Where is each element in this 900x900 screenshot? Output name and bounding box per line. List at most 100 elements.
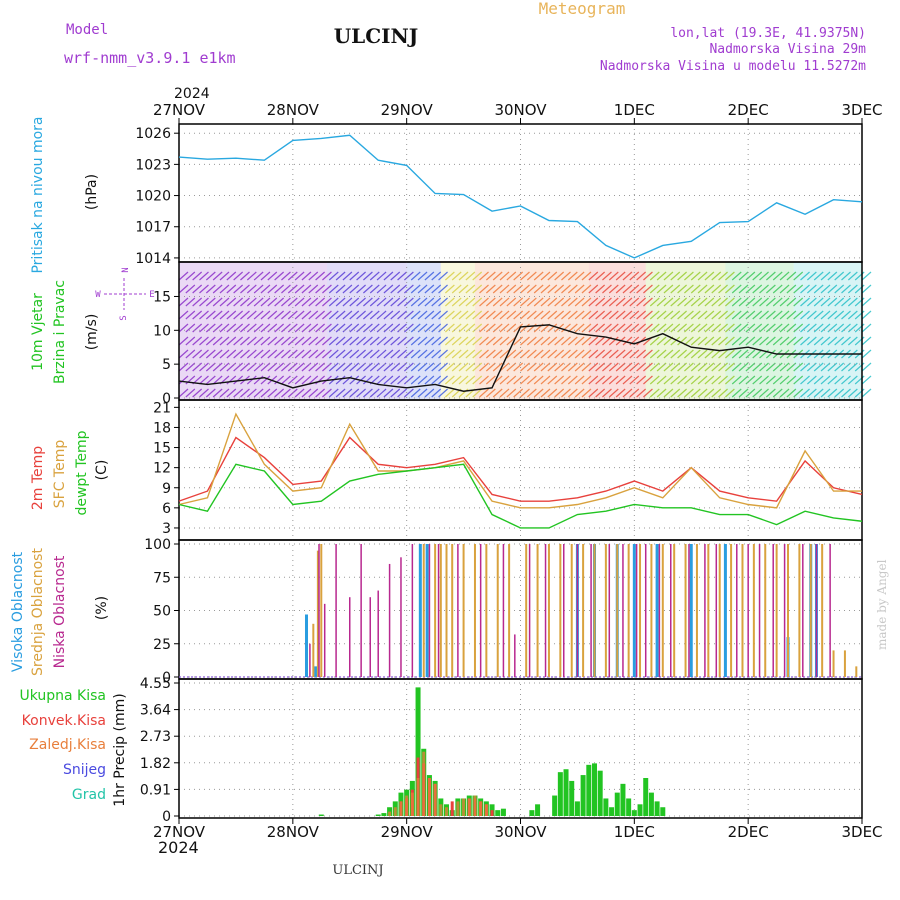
wind-barb <box>287 284 298 294</box>
wind-barb <box>301 349 312 359</box>
wind-barb <box>410 271 421 281</box>
wind-barb <box>636 349 647 359</box>
wind-barb <box>561 388 571 398</box>
wind-barb <box>731 349 742 359</box>
wind-barb <box>765 284 776 294</box>
wind-barb <box>704 310 715 320</box>
wind-barb <box>240 271 250 281</box>
wind-barb <box>376 310 387 320</box>
cloud-mid-bar <box>832 650 835 677</box>
wind-barb <box>608 336 619 346</box>
wind-barb <box>390 362 401 372</box>
cloud-legend: Visoka Oblacnost Srednja Oblacnost Niska… <box>10 548 110 676</box>
wind-barb <box>205 284 216 294</box>
wind-barb <box>779 362 790 372</box>
wind-barb <box>533 375 544 385</box>
cloud-panel: 100 75 50 25 0 <box>144 537 863 686</box>
wind-barb <box>786 271 797 281</box>
y-tick-label: 2.73 <box>140 729 171 745</box>
precip-strat-bar <box>433 783 437 816</box>
wind-barb <box>479 336 489 346</box>
cloud-high-bar <box>723 544 727 677</box>
wind-barb <box>561 297 571 307</box>
wind-barb <box>301 375 312 385</box>
wind-barb <box>458 271 469 281</box>
wind-barb <box>308 271 319 281</box>
wind-barb <box>513 310 524 320</box>
x-tick-label: 1DEC <box>614 101 655 119</box>
wind-barb <box>690 297 701 307</box>
wind-barb <box>738 310 749 320</box>
wind-barb <box>499 284 510 294</box>
cloud-low-bar <box>388 563 391 677</box>
cloud-mid-bar <box>616 544 619 677</box>
wind-barb <box>403 284 414 294</box>
model-elevation-label: Nadmorska Visina u modelu 11.5272m <box>600 59 866 74</box>
wind-barb <box>233 323 244 333</box>
cloud-high-bar <box>304 614 308 677</box>
y-tick-label: 15 <box>153 441 171 457</box>
cloud-mid-bar <box>843 650 846 677</box>
wind-barb <box>246 336 257 346</box>
wind-barb <box>267 297 278 307</box>
wind-barb <box>615 310 626 320</box>
cloud-low-bar <box>457 544 459 677</box>
wind-barb <box>274 362 285 372</box>
wind-barb <box>335 284 346 294</box>
wind-barb <box>233 297 244 307</box>
wind-barb <box>540 271 551 281</box>
wind-barb <box>376 336 387 346</box>
wind-barb <box>806 375 817 385</box>
wind-barb <box>458 297 469 307</box>
wind-barb <box>397 297 407 307</box>
wind-barb <box>363 388 373 398</box>
y-tick-label: 3 <box>162 521 171 537</box>
wind-barb <box>444 388 455 398</box>
wind-barb <box>219 297 230 307</box>
wind-barb <box>281 349 291 359</box>
wind-barb <box>403 271 414 281</box>
precip-conv-bar <box>450 801 454 816</box>
wind-barb <box>595 323 606 333</box>
wind-barb <box>308 323 319 333</box>
wind-barb <box>561 362 571 372</box>
wind-barb <box>581 310 592 320</box>
wind-barb <box>465 349 476 359</box>
wind-barb <box>260 375 271 385</box>
wind-barb <box>526 375 537 385</box>
wind-barb <box>363 362 373 372</box>
wind-barb <box>861 388 872 398</box>
wind-barb <box>793 323 804 333</box>
cloud-low-bar <box>428 544 431 677</box>
wind-barb <box>779 284 790 294</box>
wind-barb <box>390 388 401 398</box>
wind-barb <box>711 284 722 294</box>
wind-barb <box>246 349 257 359</box>
wind-barb <box>615 323 626 333</box>
wind-barb <box>690 271 701 281</box>
wind-barb <box>192 336 203 346</box>
wind-barb <box>205 271 216 281</box>
wind-barb <box>588 336 599 346</box>
cloud-low-bar <box>400 557 402 677</box>
wind-barb <box>656 323 667 333</box>
precip-unit-label: 1hr Precip (mm) <box>112 693 128 806</box>
wind-barb <box>697 284 708 294</box>
wind-barb <box>294 284 305 294</box>
cloud-high-bar <box>655 544 659 677</box>
wind-barb <box>643 284 653 294</box>
y-tick-label: 18 <box>153 420 171 436</box>
wind-barb <box>670 310 681 320</box>
wind-barb <box>363 297 373 307</box>
precip-total-bar <box>552 795 558 816</box>
wind-barb <box>520 388 530 398</box>
wind-barb <box>260 271 271 281</box>
cloud-mid-bar <box>673 544 676 677</box>
precip-total-bar <box>620 783 626 816</box>
wind-barb <box>513 284 524 294</box>
wind-barb <box>684 310 694 320</box>
wind-barb <box>718 336 728 346</box>
wind-barb <box>240 349 250 359</box>
wind-barb <box>636 388 647 398</box>
wind-barb <box>520 375 530 385</box>
